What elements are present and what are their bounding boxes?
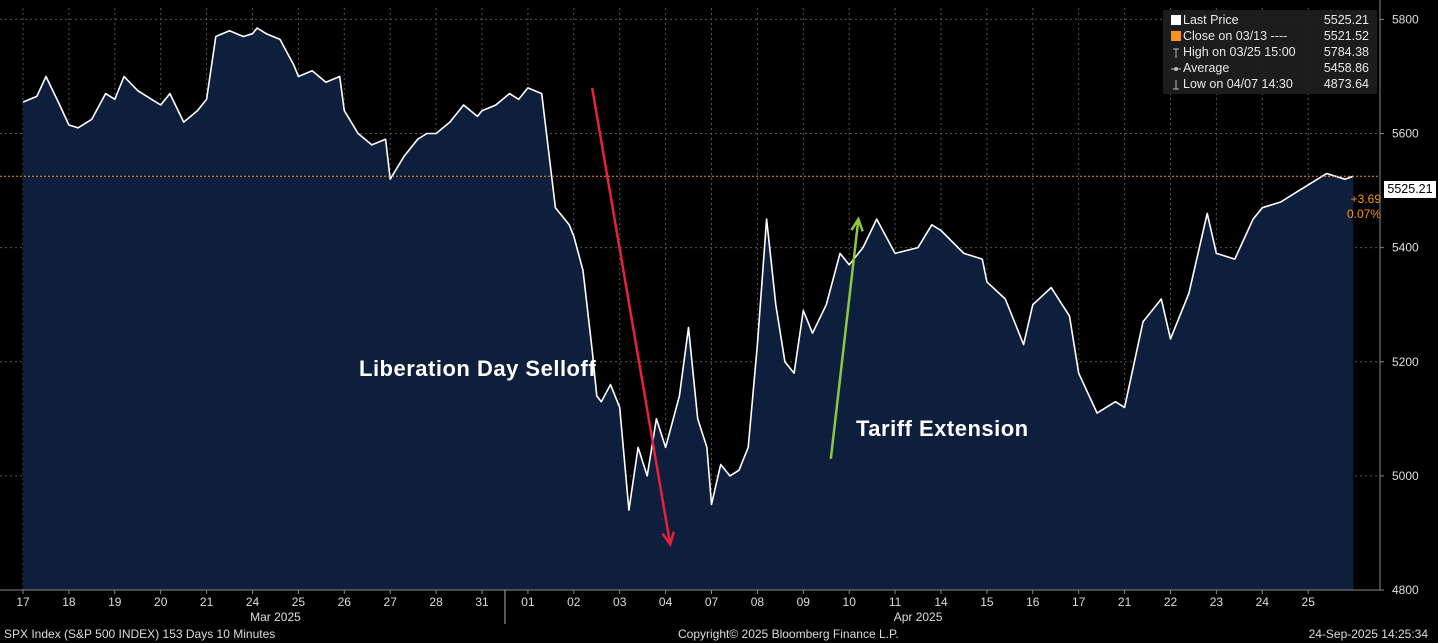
x-tick-label: 26 (338, 595, 352, 609)
x-tick-label: 24 (246, 595, 260, 609)
annotation-tariff-extension: Tariff Extension (856, 416, 1029, 441)
legend-low: Low on 04/07 14:30 4873.64 (1163, 76, 1377, 92)
legend-close: Close on 03/13 ---- 5521.52 (1163, 28, 1377, 44)
average-marker-icon (1171, 63, 1181, 73)
x-tick-label: 23 (1210, 595, 1224, 609)
annotation-arrow-1 (829, 218, 860, 459)
legend-value: 5458.86 (1323, 61, 1369, 75)
legend-label: Low on 04/07 14:30 (1183, 77, 1293, 91)
legend: Last Price 5525.21 Close on 03/13 ---- 5… (1163, 10, 1377, 94)
x-tick-label: 20 (154, 595, 168, 609)
arrowhead-0 (661, 531, 675, 548)
annotation-arrow-0 (590, 87, 672, 545)
legend-value: 5521.52 (1323, 29, 1369, 43)
price-line (22, 27, 1354, 511)
legend-label: Close on 03/13 ---- (1183, 29, 1288, 43)
x-tick-label: 04 (659, 595, 673, 609)
x-tick-label: 08 (751, 595, 765, 609)
x-tick-label: 17 (1072, 595, 1086, 609)
legend-last-price: Last Price 5525.21 (1163, 12, 1377, 28)
x-tick-label: 21 (200, 595, 214, 609)
square-icon (1171, 15, 1181, 25)
x-tick-label: 25 (1302, 595, 1316, 609)
legend-value: 5525.21 (1323, 13, 1369, 27)
x-tick-label: 19 (108, 595, 122, 609)
change-abs: +3.69 (1350, 192, 1381, 206)
x-tick-label: 18 (62, 595, 76, 609)
annotation-arrows (590, 87, 864, 548)
y-tick-label: 4800 (1392, 583, 1419, 597)
legend-average: Average 5458.86 (1163, 60, 1377, 76)
price-area (23, 28, 1354, 590)
security-description: SPX Index (S&P 500 INDEX) 153 Days 10 Mi… (4, 627, 276, 641)
month-label: Mar 2025 (250, 610, 301, 624)
x-tick-label: 28 (429, 595, 443, 609)
x-tick-label: 02 (567, 595, 581, 609)
annotation-liberation-day: Liberation Day Selloff (359, 356, 597, 381)
y-tick-label: 5400 (1392, 241, 1419, 255)
x-tick-label: 31 (475, 595, 489, 609)
x-tick-label: 07 (705, 595, 719, 609)
change-pct: 0.07% (1346, 207, 1381, 221)
arrowhead-1 (850, 216, 864, 232)
x-tick-label: 27 (384, 595, 398, 609)
legend-label: High on 03/25 15:00 (1183, 45, 1296, 59)
x-tick-label: 14 (934, 595, 948, 609)
legend-value: 4873.64 (1323, 77, 1369, 91)
last-price-tag: 5525.21 (1384, 181, 1436, 198)
x-tick-label: 21 (1118, 595, 1132, 609)
y-tick-label: 5800 (1392, 12, 1419, 26)
x-tick-label: 03 (613, 595, 627, 609)
legend-label: Last Price (1183, 13, 1239, 27)
legend-label: Average (1183, 61, 1230, 75)
high-marker-icon (1171, 47, 1181, 58)
x-tick-label: 22 (1164, 595, 1178, 609)
x-tick-label: 24 (1256, 595, 1270, 609)
x-tick-label: 01 (521, 595, 535, 609)
y-tick-label: 5600 (1392, 127, 1419, 141)
x-tick-label: 16 (1026, 595, 1040, 609)
low-marker-icon (1171, 79, 1181, 90)
legend-value: 5784.38 (1323, 45, 1369, 59)
x-tick-label: 17 (16, 595, 30, 609)
x-tick-label: 25 (292, 595, 306, 609)
y-tick-label: 5200 (1392, 355, 1419, 369)
x-axis: 17 18 19 20 21 24 25 26 27 28 31 01 02 03 04 07 08 09 10 11… (0, 589, 1380, 624)
x-tick-label: 10 (843, 595, 857, 609)
x-tick-label: 15 (980, 595, 994, 609)
timestamp: 24-Sep-2025 14:25:34 (1308, 627, 1428, 641)
x-tick-label: 11 (889, 595, 902, 609)
legend-high: High on 03/25 15:00 5784.38 (1163, 44, 1377, 60)
y-axis: 4800 5000 5200 5400 5600 5800 (1379, 0, 1419, 597)
x-tick-label: 09 (797, 595, 811, 609)
month-label: Apr 2025 (894, 610, 943, 624)
y-tick-label: 5000 (1392, 469, 1419, 483)
square-icon (1171, 31, 1181, 41)
copyright: Copyright© 2025 Bloomberg Finance L.P. (678, 627, 899, 641)
